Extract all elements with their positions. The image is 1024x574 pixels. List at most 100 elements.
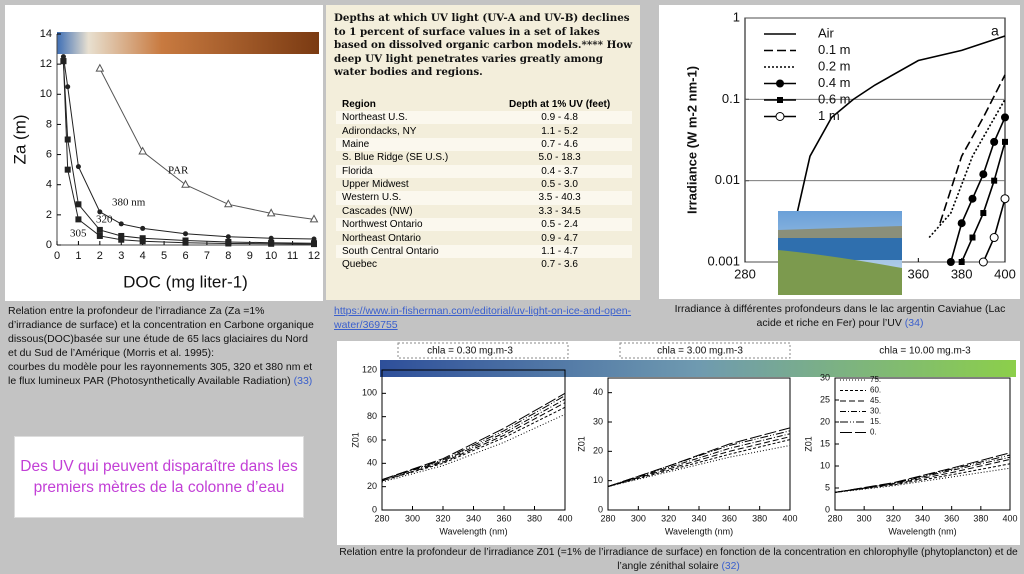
x-tick-label: 360 xyxy=(944,513,959,523)
series-line xyxy=(939,74,1006,224)
series-line xyxy=(950,117,1006,263)
x-tick-label: 400 xyxy=(782,513,797,523)
y-tick-label: 10 xyxy=(40,88,52,100)
x-tick-label: 340 xyxy=(691,513,706,523)
marker xyxy=(980,210,987,217)
x-tick-label: 300 xyxy=(631,513,646,523)
marker xyxy=(777,97,783,103)
x-tick-label: 280 xyxy=(374,513,389,523)
marker xyxy=(225,234,231,240)
y-axis-label: Irradiance (W m-2 nm-1) xyxy=(684,66,699,214)
marker xyxy=(118,232,125,239)
x-tick-label: 280 xyxy=(827,513,842,523)
x-tick-label: 380 xyxy=(973,513,988,523)
marker xyxy=(139,238,146,245)
series-line xyxy=(62,61,315,245)
x-tick-label: 340 xyxy=(915,513,930,523)
table-row: Upper Midwest 0.5 - 3.0 xyxy=(336,177,632,192)
table-cell: 0.4 - 3.7 xyxy=(541,165,578,177)
x-tick-label: 320 xyxy=(435,513,450,523)
series-label: PAR xyxy=(168,165,189,177)
marker xyxy=(96,226,103,233)
marker xyxy=(266,208,276,217)
caption: Irradiance à différentes profondeurs dan… xyxy=(662,302,1018,330)
series-label: 305 xyxy=(70,228,87,240)
reference: (34) xyxy=(904,317,924,329)
header-box xyxy=(397,342,569,359)
table-cell: Western U.S. xyxy=(342,192,402,204)
y-axis-label: Za (m) xyxy=(10,114,29,164)
marker xyxy=(268,239,275,246)
table-cell: Northeast U.S. xyxy=(342,112,408,124)
table-row: Northwest Ontario 0.5 - 2.4 xyxy=(336,218,632,232)
table-cell: Adirondacks, NY xyxy=(342,125,417,137)
marker xyxy=(60,54,66,60)
x-tick-label: 300 xyxy=(857,513,872,523)
table-row: Florida 0.4 - 3.7 xyxy=(336,164,632,178)
series-label: 320 xyxy=(96,214,113,226)
table-cell: 0.9 - 4.7 xyxy=(541,232,578,244)
marker xyxy=(311,240,317,247)
marker xyxy=(968,194,977,203)
series-line xyxy=(62,56,315,240)
y-tick-label: 14 xyxy=(40,28,52,40)
marker xyxy=(989,233,999,243)
table-cell: 0.5 - 2.4 xyxy=(541,219,578,231)
marker xyxy=(138,146,148,155)
series-line xyxy=(99,68,315,220)
y-tick-label: 20 xyxy=(820,416,830,426)
series-line xyxy=(381,402,566,482)
series-line xyxy=(381,392,566,481)
marker xyxy=(64,166,71,173)
highlight-box: Des UV qui peuvent disparaître dans les … xyxy=(14,436,304,518)
legend-label: 1 m xyxy=(818,108,840,123)
legend-label: 30. xyxy=(870,407,881,416)
y-axis-label: Z01 xyxy=(576,436,586,452)
marker xyxy=(1000,194,1010,204)
series-line xyxy=(607,433,791,488)
series-line xyxy=(928,98,1006,239)
highlight-text: Des UV qui peuvent disparaître dans les … xyxy=(20,458,298,496)
marker xyxy=(979,170,988,179)
table-header: Region Depth at 1% UV (feet) xyxy=(336,98,632,111)
series-line xyxy=(607,436,791,488)
reference: (33) xyxy=(293,375,313,387)
marker xyxy=(775,112,785,121)
x-tick-label: 6 xyxy=(182,250,188,262)
marker xyxy=(75,164,81,170)
series-label: 380 nm xyxy=(112,197,146,209)
y-tick-label: 10 xyxy=(593,475,603,485)
marker xyxy=(183,231,188,237)
y-tick-label: 40 xyxy=(593,387,603,397)
marker xyxy=(990,137,999,146)
marker xyxy=(991,177,998,184)
marker xyxy=(978,257,988,267)
table-cell: Northwest Ontario xyxy=(342,219,423,231)
y-tick-label: 0 xyxy=(598,504,603,514)
table-cell: 3.3 - 34.5 xyxy=(538,205,581,217)
y-tick-label: 100 xyxy=(362,388,377,398)
x-tick-label: 3 xyxy=(118,250,124,262)
table-cell: 1.1 - 4.7 xyxy=(541,245,578,257)
caption-text: courbes du modèle pour les rayonnements … xyxy=(8,361,313,387)
marker xyxy=(946,258,955,266)
x-axis-label: Wavelength (nm) xyxy=(439,526,507,536)
marker xyxy=(65,84,71,90)
table-panel xyxy=(326,5,640,300)
y-tick-label: 0.001 xyxy=(707,253,740,268)
table-cell: Cascades (NW) xyxy=(342,205,413,217)
marker xyxy=(60,58,67,65)
y-tick-label: 5 xyxy=(825,482,830,492)
caption-text: Relation entre la profondeur de l’irradi… xyxy=(8,305,314,359)
legend-label: 0.6 m xyxy=(818,91,851,106)
source-link[interactable]: https://www.in-fisherman.com/editorial/u… xyxy=(334,305,632,331)
table-cell: 3.5 - 40.3 xyxy=(538,192,581,204)
legend-label: 0.4 m xyxy=(818,75,851,90)
table-cell: Quebec xyxy=(342,259,378,271)
chla-gradient xyxy=(380,360,1016,377)
y-tick-label: 30 xyxy=(593,416,603,426)
table-row: Quebec 0.7 - 3.6 xyxy=(336,258,632,272)
table-row: Adirondacks, NY 1.1 - 5.2 xyxy=(336,124,632,138)
table-cell: South Central Ontario xyxy=(342,245,439,257)
chart-header: chla = 10.00 mg.m-3 xyxy=(879,346,971,357)
